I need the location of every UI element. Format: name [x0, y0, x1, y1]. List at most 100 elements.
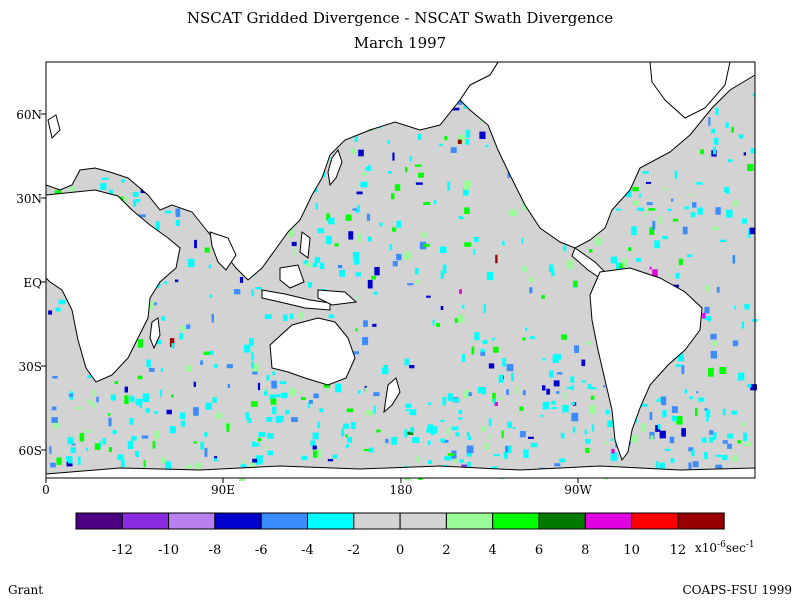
- divergence-speckle: [114, 381, 119, 385]
- divergence-speckle: [674, 170, 678, 179]
- divergence-speckle: [658, 215, 662, 225]
- divergence-speckle: [484, 442, 489, 450]
- landmass-madagascar: [149, 317, 161, 350]
- divergence-speckle: [416, 456, 421, 463]
- divergence-speckle: [209, 294, 213, 298]
- divergence-speckle: [363, 448, 370, 452]
- divergence-speckle: [94, 443, 101, 450]
- colorbar-tick-label: 10: [623, 543, 640, 558]
- divergence-speckle: [404, 429, 408, 438]
- divergence-speckle: [272, 406, 277, 415]
- divergence-speckle: [352, 208, 359, 211]
- divergence-speckle: [542, 401, 550, 410]
- units-exponent: -6: [717, 540, 726, 550]
- divergence-speckle: [549, 264, 554, 273]
- landmass-uk: [47, 114, 61, 139]
- divergence-speckle: [154, 430, 160, 440]
- divergence-speckle: [255, 455, 263, 463]
- divergence-speckle: [672, 218, 679, 222]
- divergence-speckle: [148, 367, 155, 372]
- divergence-speckle: [308, 402, 311, 409]
- divergence-speckle: [392, 227, 397, 232]
- divergence-speckle: [573, 280, 578, 288]
- divergence-speckle: [204, 447, 208, 457]
- divergence-speckle: [96, 396, 99, 403]
- units-exponent-2: -1: [745, 540, 755, 550]
- divergence-speckle: [707, 367, 714, 377]
- divergence-speckle: [51, 417, 58, 423]
- divergence-speckle: [559, 458, 566, 463]
- divergence-speckle: [247, 418, 252, 423]
- divergence-speckle: [591, 424, 594, 432]
- divergence-speckle: [574, 345, 580, 353]
- divergence-speckle: [164, 210, 172, 214]
- divergence-speckle: [405, 166, 408, 173]
- divergence-speckle: [488, 418, 492, 426]
- divergence-speckle: [741, 321, 745, 329]
- divergence-speckle: [91, 402, 95, 408]
- divergence-speckle: [252, 363, 259, 372]
- divergence-speckle: [712, 341, 718, 346]
- lat-label-30s: 30S: [18, 360, 43, 374]
- divergence-speckle: [650, 435, 654, 441]
- divergence-speckle: [590, 387, 597, 390]
- divergence-speckle: [171, 343, 175, 349]
- divergence-speckle: [696, 391, 699, 394]
- divergence-speckle: [632, 200, 639, 206]
- divergence-speckle: [698, 397, 705, 402]
- colorbar-swatch: [584, 512, 633, 530]
- divergence-speckle: [747, 163, 754, 172]
- divergence-speckle: [102, 438, 107, 445]
- divergence-speckle: [466, 135, 470, 138]
- divergence-speckle: [734, 305, 737, 310]
- divergence-speckle: [200, 360, 204, 365]
- divergence-speckle: [319, 262, 325, 270]
- divergence-speckle: [704, 408, 708, 411]
- divergence-speckle: [646, 202, 653, 206]
- divergence-speckle: [255, 442, 260, 447]
- divergence-speckle: [108, 447, 113, 453]
- divergence-speckle: [440, 270, 444, 279]
- divergence-speckle: [522, 390, 526, 396]
- divergence-speckle: [346, 408, 354, 413]
- divergence-speckle: [335, 383, 342, 393]
- divergence-speckle: [195, 462, 201, 469]
- divergence-speckle: [265, 446, 269, 450]
- divergence-speckle: [387, 140, 390, 144]
- divergence-speckle: [322, 169, 326, 178]
- divergence-speckle: [462, 390, 470, 398]
- divergence-speckle: [368, 447, 374, 453]
- divergence-speckle: [169, 338, 175, 348]
- divergence-speckle: [164, 461, 172, 470]
- divergence-speckle: [551, 406, 557, 410]
- divergence-speckle: [169, 426, 176, 434]
- divergence-speckle: [354, 135, 358, 142]
- divergence-speckle: [279, 381, 287, 385]
- divergence-speckle: [459, 459, 464, 463]
- divergence-speckle: [512, 426, 516, 430]
- divergence-speckle: [442, 396, 447, 406]
- divergence-speckle: [457, 314, 465, 323]
- divergence-speckle: [313, 188, 318, 193]
- divergence-speckle: [149, 301, 154, 310]
- landmass-philippines: [299, 231, 311, 259]
- divergence-speckle: [427, 440, 431, 445]
- divergence-speckle: [563, 245, 567, 252]
- divergence-speckle: [299, 311, 303, 320]
- divergence-speckle: [272, 371, 275, 376]
- divergence-speckle: [581, 359, 586, 367]
- divergence-speckle: [657, 424, 661, 430]
- divergence-speckle: [312, 450, 317, 458]
- divergence-speckle: [409, 409, 417, 416]
- divergence-speckle: [691, 202, 697, 208]
- colorbar-swatch: [538, 512, 586, 530]
- divergence-speckle: [409, 156, 412, 162]
- divergence-speckle: [180, 412, 186, 419]
- colorbar-swatch: [445, 512, 494, 530]
- divergence-speckle: [251, 289, 254, 297]
- divergence-speckle: [566, 259, 573, 269]
- divergence-speckle: [381, 367, 389, 375]
- lon-label-180: 180: [389, 483, 413, 497]
- divergence-speckle: [715, 107, 719, 116]
